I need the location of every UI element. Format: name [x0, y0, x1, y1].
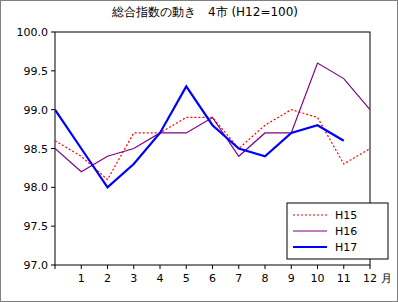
x-tick [265, 265, 266, 269]
series-line [55, 63, 370, 172]
x-tick-label: 2 [104, 272, 111, 285]
x-tick-label: 7 [235, 272, 242, 285]
legend-swatch [293, 246, 327, 248]
y-tick-label: 99.0 [24, 104, 49, 117]
y-tick [51, 226, 55, 227]
background [1, 1, 398, 302]
x-tick [186, 265, 187, 269]
y-tick [51, 148, 55, 149]
series-line [55, 86, 344, 187]
legend-box [287, 203, 388, 259]
x-tick [343, 265, 344, 269]
x-tick [317, 265, 318, 269]
y-tick-label: 99.5 [24, 65, 49, 78]
x-axis-label: 月 [381, 272, 392, 285]
y-tick [51, 187, 55, 188]
x-tick [291, 265, 292, 269]
y-tick-label: 98.0 [24, 181, 49, 194]
legend-swatch [293, 230, 327, 231]
x-tick [107, 265, 108, 269]
y-tick [51, 265, 55, 266]
y-tick [51, 109, 55, 110]
x-tick [55, 265, 56, 269]
y-tick [51, 70, 55, 71]
title: 総合指数の動き 4市 (H12=100) [111, 5, 298, 19]
y-tick-label: 98.5 [24, 143, 49, 156]
legend-swatch [293, 214, 327, 215]
x-tick [370, 265, 371, 269]
y-tick-label: 97.0 [24, 259, 49, 272]
x-tick [133, 265, 134, 269]
x-tick [160, 265, 161, 269]
legend-label: H16 [335, 225, 357, 238]
legend-label: H17 [335, 241, 357, 254]
x-tick [212, 265, 213, 269]
x-tick-label: 9 [288, 272, 295, 285]
series-line [55, 110, 370, 180]
series-group [55, 63, 370, 187]
x-tick [238, 265, 239, 269]
x-tick [81, 265, 82, 269]
x-tick-label: 6 [209, 272, 216, 285]
x-tick-label: 4 [157, 272, 164, 285]
x-tick-label: 10 [311, 272, 325, 285]
y-tick [51, 32, 55, 33]
x-tick-label: 5 [183, 272, 190, 285]
legend-label: H15 [335, 209, 357, 222]
x-tick-label: 1 [78, 272, 85, 285]
x-tick-label: 3 [130, 272, 137, 285]
y-tick-label: 100.0 [17, 26, 49, 39]
x-tick-label: 8 [262, 272, 269, 285]
chart: 総合指数の動き 4市 (H12=100) 97.0 97.5 98.0 98.5 99.0… [0, 0, 398, 302]
x-tick-label: 12 [363, 272, 377, 285]
x-tick-label: 11 [337, 272, 351, 285]
y-tick-label: 97.5 [24, 220, 49, 233]
